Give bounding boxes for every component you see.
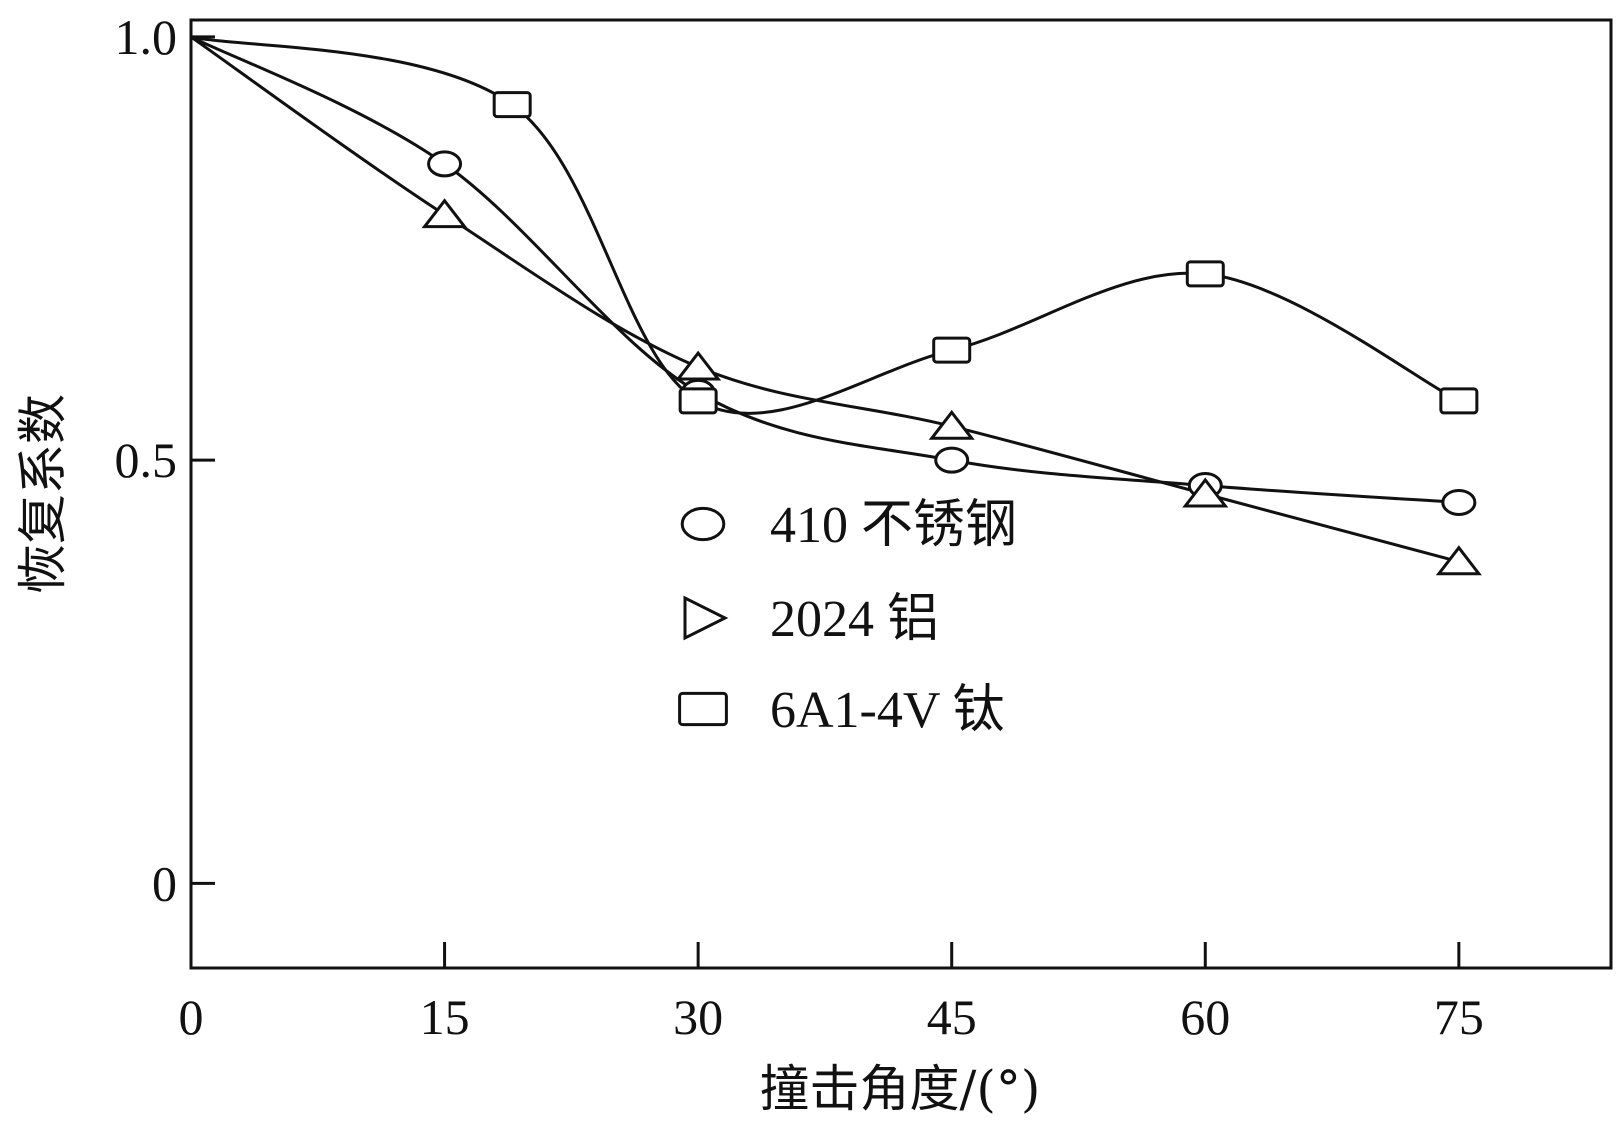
y-tick-label: 0.5 — [115, 432, 178, 488]
data-point — [1441, 488, 1477, 516]
data-point — [1435, 545, 1482, 576]
legend-marker — [678, 691, 728, 727]
data-point — [1439, 387, 1479, 415]
data-point — [932, 336, 972, 364]
y-tick-label: 1.0 — [115, 9, 178, 65]
data-point — [934, 446, 970, 474]
y-tick-label: 0 — [152, 855, 177, 911]
x-tick-label: 30 — [673, 989, 723, 1045]
series-line — [190, 35, 1460, 415]
data-point — [1182, 477, 1229, 508]
plot-frame — [189, 18, 1613, 970]
legend-label: 6A1-4V 钛 — [770, 682, 1004, 739]
series-line — [190, 35, 1459, 504]
series-lines — [190, 35, 1460, 564]
x-tick-label: 45 — [927, 989, 977, 1045]
x-tick-label: 0 — [179, 989, 204, 1045]
legend-marker — [680, 506, 726, 542]
x-tick-label: 15 — [420, 989, 470, 1045]
data-point — [427, 150, 463, 178]
legend-marker — [683, 595, 729, 641]
legend-label: 2024 铝 — [770, 591, 939, 648]
data-point — [1185, 260, 1225, 288]
y-axis-title: 恢复系数 — [14, 394, 72, 594]
series-line — [190, 35, 1460, 564]
data-point — [928, 409, 975, 440]
x-axis-title: 撞击角度/(°) — [760, 1060, 1041, 1118]
series-markers — [421, 91, 1482, 576]
legend-label: 410 不锈钢 — [770, 497, 1017, 554]
axis-ticks: 0 15 30 45 60 75 0 0.5 1.0 — [115, 9, 1484, 1045]
x-tick-label: 75 — [1434, 989, 1484, 1045]
data-point — [492, 91, 532, 119]
legend: 410 不锈钢 2024 铝 6A1-4V 钛 — [678, 497, 1017, 739]
data-point — [675, 350, 722, 381]
x-tick-label: 60 — [1180, 989, 1230, 1045]
data-point — [421, 198, 468, 229]
data-point — [678, 387, 718, 415]
